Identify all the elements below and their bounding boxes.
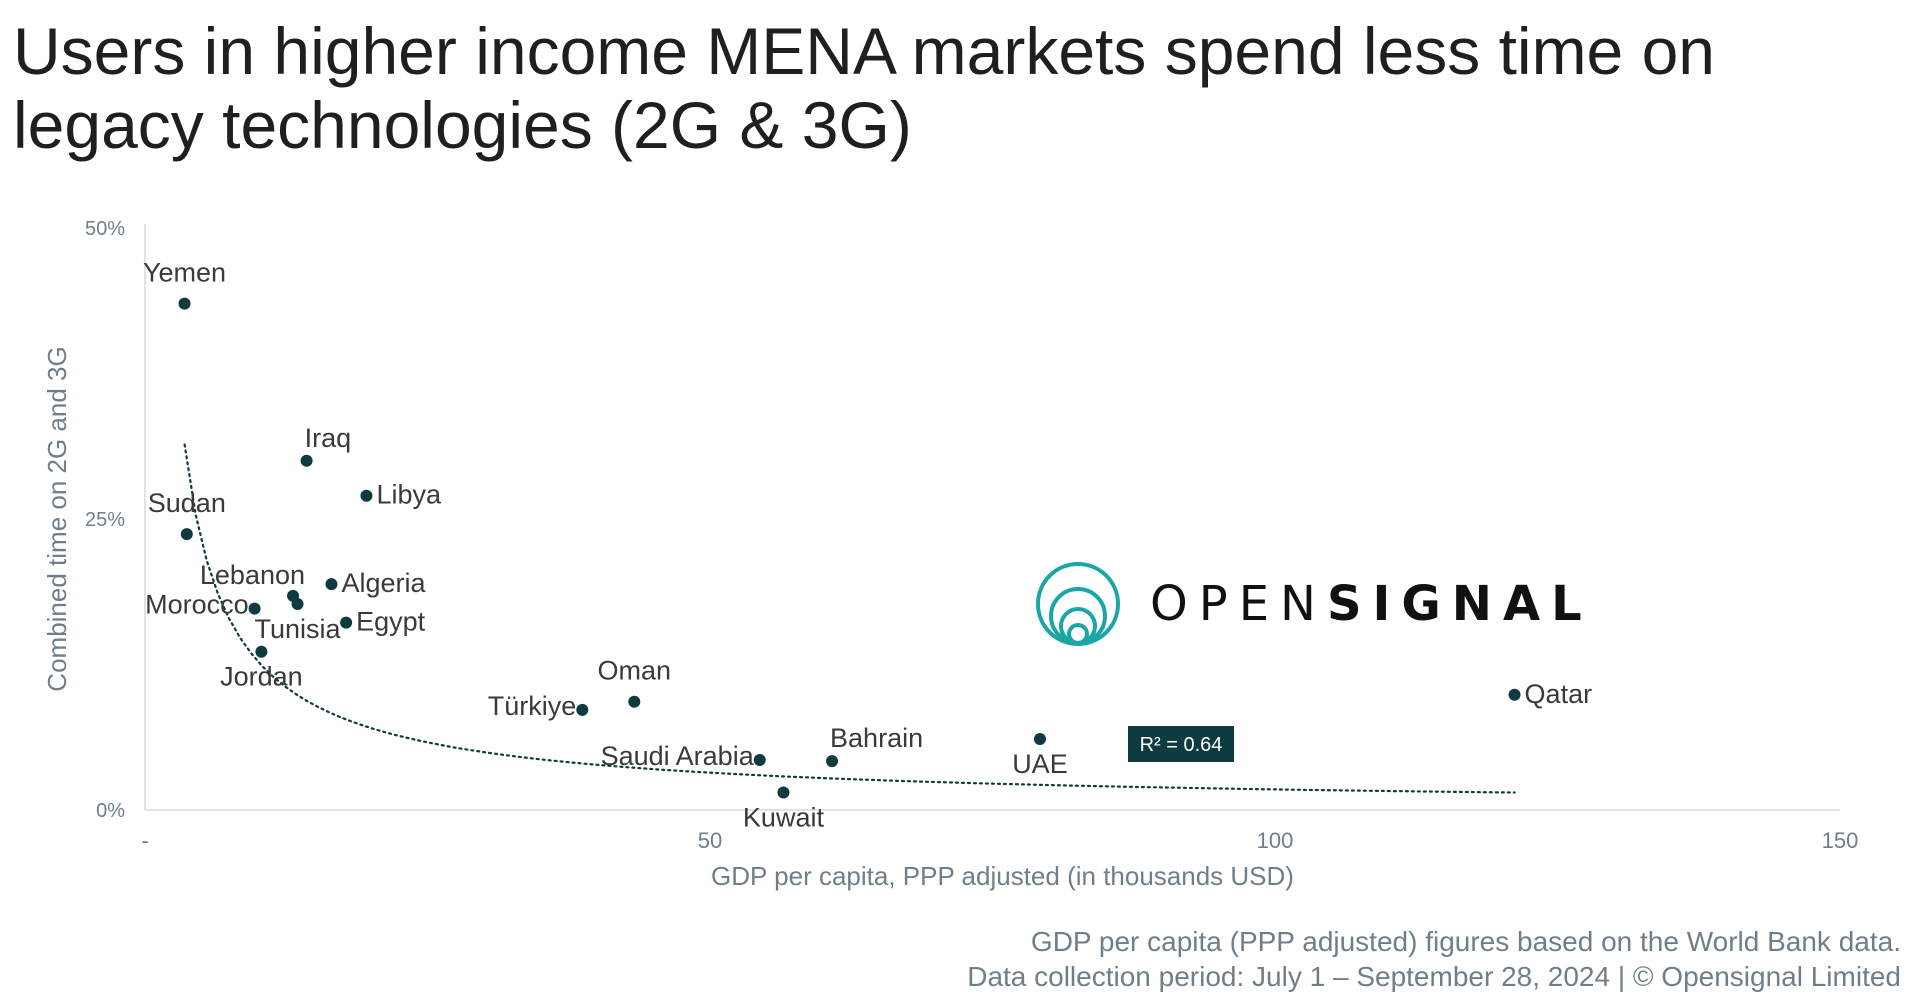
page-title-line-1: Users in higher income MENA markets spen… bbox=[13, 14, 1716, 88]
point-sudan bbox=[180, 528, 193, 541]
point-egypt bbox=[340, 616, 353, 629]
point-uae bbox=[1033, 732, 1046, 745]
point-yemen bbox=[178, 297, 191, 310]
wordmark-signal: SIGNAL bbox=[1326, 576, 1593, 632]
point-label-iraq: Iraq bbox=[305, 423, 352, 453]
labels-layer: Yemen Iraq Libya Sudan Algeria LebanonMorocco… bbox=[143, 258, 1592, 833]
r2-badge bbox=[1128, 726, 1234, 762]
point-iraq bbox=[300, 454, 313, 467]
point-label-oman: Oman bbox=[598, 656, 672, 686]
r2-label: R² = 0.64 bbox=[1140, 734, 1223, 756]
point-label-kuwait: Kuwait bbox=[743, 803, 825, 833]
point-label-yemen: Yemen bbox=[143, 258, 226, 288]
trendline-layer: R² = 0.64 bbox=[183, 443, 1516, 794]
point-label-algeria: Algeria bbox=[341, 568, 426, 598]
y-axis-title: Combined time on 2G and 3G bbox=[42, 346, 72, 691]
scatter-chart: 0% 25% 50% - 50 100 150 GDP per capita, PPP adj… bbox=[42, 218, 1858, 891]
wordmark-open: OPEN bbox=[1150, 576, 1327, 632]
point-label-jordan: Jordan bbox=[220, 662, 303, 692]
x-tick-label: 150 bbox=[1822, 828, 1859, 853]
point-saudi-arabia bbox=[753, 753, 766, 766]
point-libya bbox=[360, 489, 373, 502]
point-t-rkiye bbox=[576, 703, 589, 716]
point-label-bahrain: Bahrain bbox=[830, 723, 923, 753]
x-tick-label: 50 bbox=[698, 828, 722, 853]
point-kuwait bbox=[777, 786, 790, 799]
opensignal-rings-icon bbox=[1036, 562, 1120, 646]
page-title: Users in higher income MENA markets spen… bbox=[13, 14, 1893, 162]
point-label-lebanon: Lebanon bbox=[200, 560, 305, 590]
point-label-sudan: Sudan bbox=[148, 488, 226, 518]
x-tick-label: 100 bbox=[1257, 828, 1294, 853]
point-label-uae: UAE bbox=[1012, 749, 1068, 779]
footnote-period: Data collection period: July 1 – Septemb… bbox=[967, 961, 1901, 992]
point-label-qatar: Qatar bbox=[1525, 679, 1593, 709]
point-qatar bbox=[1508, 688, 1521, 701]
point-label-t-rkiye: Türkiye bbox=[488, 691, 577, 721]
opensignal-wordmark: OPENSIGNAL bbox=[1150, 576, 1593, 632]
x-axis-title: GDP per capita, PPP adjusted (in thousan… bbox=[711, 861, 1294, 891]
x-tick-label: - bbox=[141, 828, 148, 853]
point-label-libya: Libya bbox=[376, 480, 442, 510]
trendline bbox=[183, 443, 1516, 794]
point-label-egypt: Egypt bbox=[356, 607, 426, 637]
point-tunisia bbox=[291, 597, 304, 610]
point-label-tunisia: Tunisia bbox=[255, 614, 342, 644]
point-label-saudi-arabia: Saudi Arabia bbox=[601, 741, 755, 771]
points-layer bbox=[178, 297, 1521, 799]
footnote-source: GDP per capita (PPP adjusted) figures ba… bbox=[1030, 926, 1901, 957]
point-oman bbox=[628, 695, 641, 708]
page-title-line-2: legacy technologies (2G & 3G) bbox=[13, 88, 912, 162]
y-tick-label: 50% bbox=[85, 218, 125, 240]
point-algeria bbox=[325, 578, 338, 591]
point-bahrain bbox=[826, 755, 839, 768]
opensignal-logo: OPENSIGNAL bbox=[1030, 558, 1582, 658]
point-jordan bbox=[255, 645, 268, 658]
point-label-morocco: Morocco bbox=[145, 590, 249, 620]
y-tick-label: 0% bbox=[96, 800, 125, 822]
point-morocco bbox=[248, 602, 261, 615]
y-tick-label: 25% bbox=[85, 509, 125, 531]
axes: 0% 25% 50% - 50 100 150 GDP per capita, PPP adj… bbox=[42, 218, 1858, 891]
